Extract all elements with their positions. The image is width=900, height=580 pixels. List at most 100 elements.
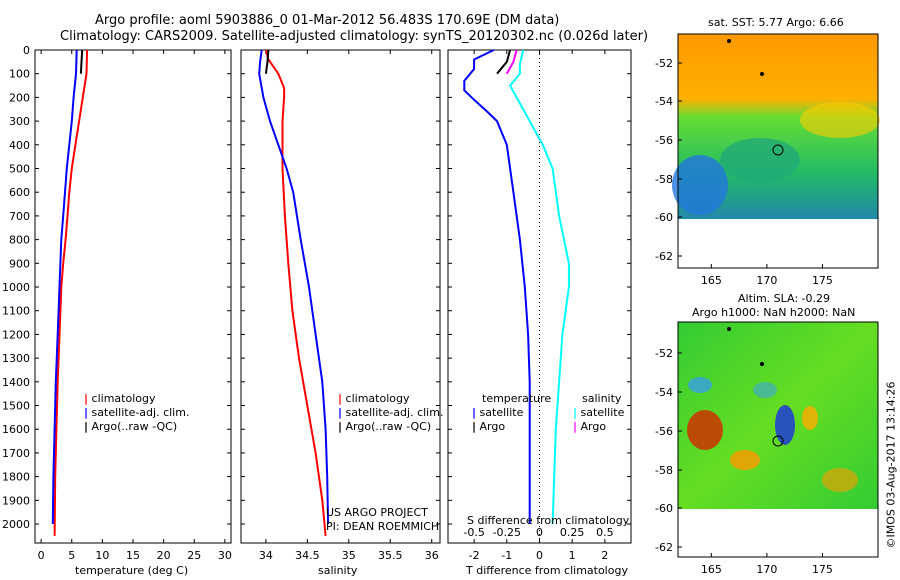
ytick-label: 1600 — [2, 423, 30, 436]
xtick-label: 0 — [536, 549, 543, 562]
ytick-label: 1000 — [2, 281, 30, 294]
ytick-label: 1200 — [2, 328, 30, 341]
map-ytick-label: -54 — [655, 95, 673, 108]
ytick-label: 0 — [23, 44, 30, 57]
ytick-label: 1300 — [2, 352, 30, 365]
map-ytick-label: -56 — [655, 134, 673, 147]
temp-legend-climatology: | climatology — [84, 392, 156, 405]
xtick-label: 34.5 — [295, 549, 320, 562]
xtick-label: -2 — [469, 549, 480, 562]
series-salinity-satellite — [508, 49, 570, 525]
xtick-label: 36 — [425, 549, 439, 562]
ytick-label: 200 — [9, 91, 30, 104]
temperature-frame — [34, 49, 232, 544]
diff-legend-temp-argo: | Argo — [472, 420, 506, 433]
ytick-label: 1700 — [2, 447, 30, 460]
ytick-label: 1900 — [2, 494, 30, 507]
xtick-label: -1 — [501, 549, 512, 562]
series-satellite-adj-clim- — [258, 49, 330, 525]
s-xtick-label: 0.25 — [560, 526, 585, 539]
series-temperature-argo — [496, 49, 512, 75]
xtick-label: 10 — [95, 549, 109, 562]
ytick-label: 1800 — [2, 471, 30, 484]
map-ytick-label: -62 — [655, 541, 673, 554]
sst-map-title: sat. SST: 5.77 Argo: 6.66 — [708, 16, 844, 29]
diff-legend-sal-argo: | Argo — [573, 420, 607, 433]
s-xtick-label: -0.25 — [493, 526, 521, 539]
argo-depth-title: Argo h1000: NaN h2000: NaN — [692, 306, 856, 319]
series-temperature-satellite — [463, 49, 531, 524]
sst-map — [672, 33, 880, 269]
xtick-label: 0 — [38, 549, 45, 562]
map-ytick-label: -58 — [655, 173, 673, 186]
difference-frame — [447, 49, 632, 544]
series-argo-raw-qc- — [264, 49, 270, 74]
temp-legend-satellite: | satellite-adj. clim. — [84, 406, 190, 419]
sal-legend-argo: | Argo(..raw -QC) — [338, 420, 432, 433]
ytick-label: 100 — [9, 68, 30, 81]
temp-legend-argo: | Argo(..raw -QC) — [84, 420, 178, 433]
series-satellite-adj-clim- — [51, 49, 78, 525]
xtick-label: 1 — [569, 549, 576, 562]
diff-legend-temp-satellite: | satellite — [472, 406, 524, 419]
temperature-xlabel: temperature (deg C) — [75, 564, 189, 577]
ytick-label: 500 — [9, 163, 30, 176]
s-xtick-label: 0.5 — [596, 526, 614, 539]
map-ytick-label: -58 — [655, 464, 673, 477]
map-ytick-label: -60 — [655, 211, 673, 224]
pi-annotation: PI: DEAN ROEMMICH — [326, 520, 440, 533]
s-diff-label: S difference from climatology — [467, 514, 630, 527]
ytick-label: 600 — [9, 186, 30, 199]
ytick-label: 900 — [9, 257, 30, 270]
imos-credit: ©IMOS 03-Aug-2017 13:14:26 — [884, 381, 898, 549]
diff-legend-temp-title: temperature — [482, 392, 552, 405]
s-xtick-label: -0.5 — [463, 526, 484, 539]
sla-map-title: Altim. SLA: -0.29 — [738, 292, 831, 305]
series-climatology — [264, 49, 327, 536]
diff-legend-sal-satellite: | satellite — [573, 406, 625, 419]
map-ytick-label: -62 — [655, 250, 673, 263]
xtick-label: 15 — [126, 549, 140, 562]
map-xtick-label: 175 — [812, 563, 833, 576]
xtick-label: 20 — [157, 549, 171, 562]
sla-map — [677, 321, 879, 558]
xtick-label: 35 — [342, 549, 356, 562]
series-salinity-argo — [505, 49, 518, 75]
map-xtick-label: 170 — [756, 563, 777, 576]
map-ytick-label: -56 — [655, 425, 673, 438]
map-ytick-label: -60 — [655, 502, 673, 515]
ytick-label: 1400 — [2, 376, 30, 389]
xtick-label: 34 — [259, 549, 273, 562]
salinity-xlabel: salinity — [318, 564, 358, 577]
header-line2: Climatology: CARS2009. Satellite-adjuste… — [60, 29, 649, 44]
map-ytick-label: -52 — [655, 57, 673, 70]
header-line1: Argo profile: aoml 5903886_0 01-Mar-2012… — [95, 13, 560, 28]
ytick-label: 1500 — [2, 400, 30, 413]
map-xtick-label: 170 — [756, 274, 777, 287]
xtick-label: 35.5 — [378, 549, 403, 562]
map-xtick-label: 175 — [812, 274, 833, 287]
series-climatology — [53, 49, 89, 536]
xtick-label: 30 — [218, 549, 232, 562]
map-xtick-label: 165 — [701, 274, 722, 287]
argo-location-marker — [772, 144, 784, 156]
ytick-label: 400 — [9, 139, 30, 152]
diff-legend-sal-title: salinity — [582, 392, 622, 405]
xtick-label: 5 — [68, 549, 75, 562]
project-annotation: US ARGO PROJECT — [326, 506, 428, 519]
map-ytick-label: -52 — [655, 347, 673, 360]
t-diff-xlabel: T difference from climatology — [466, 564, 628, 577]
ytick-label: 2000 — [2, 518, 30, 531]
series-argo-raw-qc- — [79, 49, 84, 74]
xtick-label: 2 — [601, 549, 608, 562]
salinity-frame — [240, 49, 441, 544]
ytick-label: 700 — [9, 210, 30, 223]
map-xtick-label: 165 — [701, 563, 722, 576]
xtick-label: 25 — [187, 549, 201, 562]
ytick-label: 800 — [9, 234, 30, 247]
ytick-label: 300 — [9, 115, 30, 128]
sal-legend-satellite: | satellite-adj. clim. — [338, 406, 444, 419]
ytick-label: 1100 — [2, 305, 30, 318]
map-ytick-label: -54 — [655, 386, 673, 399]
